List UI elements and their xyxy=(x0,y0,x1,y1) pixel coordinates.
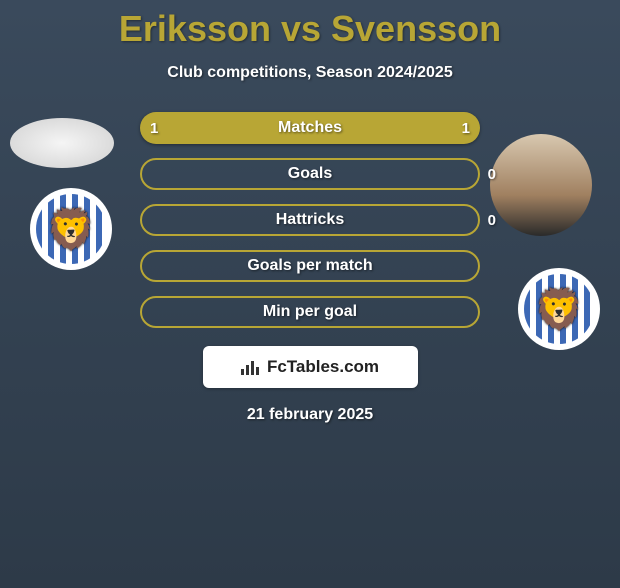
stat-row-goals: Goals 0 xyxy=(140,158,480,190)
page-title: Eriksson vs Svensson xyxy=(0,8,620,50)
stat-label: Goals per match xyxy=(247,257,372,275)
stat-label: Goals xyxy=(288,165,332,183)
stat-row-goals-per-match: Goals per match xyxy=(140,250,480,282)
stat-right-value: 1 xyxy=(462,120,470,137)
stat-bars: 1 Matches 1 Goals 0 Hattricks 0 Goals pe… xyxy=(138,112,483,328)
watermark-badge: FcTables.com xyxy=(203,346,418,388)
stat-row-hattricks: Hattricks 0 xyxy=(140,204,480,236)
stat-right-value: 0 xyxy=(488,166,496,183)
stat-label: Matches xyxy=(278,119,342,137)
stat-right-value: 0 xyxy=(488,212,496,229)
stat-label: Hattricks xyxy=(276,211,344,229)
comparison-panel: 1 Matches 1 Goals 0 Hattricks 0 Goals pe… xyxy=(0,112,620,328)
bar-chart-icon xyxy=(241,359,261,375)
stat-row-min-per-goal: Min per goal xyxy=(140,296,480,328)
stat-left-value: 1 xyxy=(150,120,158,137)
watermark-text: FcTables.com xyxy=(267,357,379,377)
subtitle: Club competitions, Season 2024/2025 xyxy=(0,64,620,82)
stat-label: Min per goal xyxy=(263,303,357,321)
date-text: 21 february 2025 xyxy=(0,406,620,424)
stat-row-matches: 1 Matches 1 xyxy=(140,112,480,144)
